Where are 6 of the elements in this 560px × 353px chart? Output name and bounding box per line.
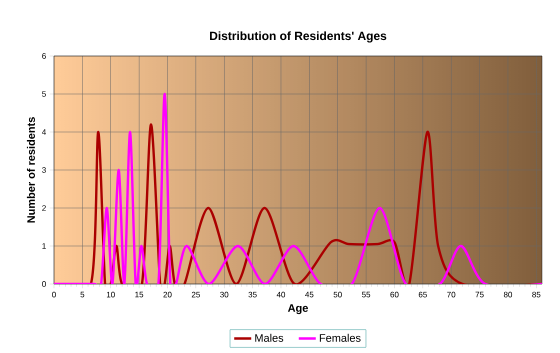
y-axis-title: Number of residents: [26, 117, 35, 223]
legend-label: Females: [320, 334, 361, 342]
legend-label: Males: [255, 334, 284, 342]
line-series: [54, 92, 542, 284]
x-axis-title: Age: [288, 304, 308, 314]
chart-title: Distribution of Residents' Ages: [210, 31, 386, 43]
